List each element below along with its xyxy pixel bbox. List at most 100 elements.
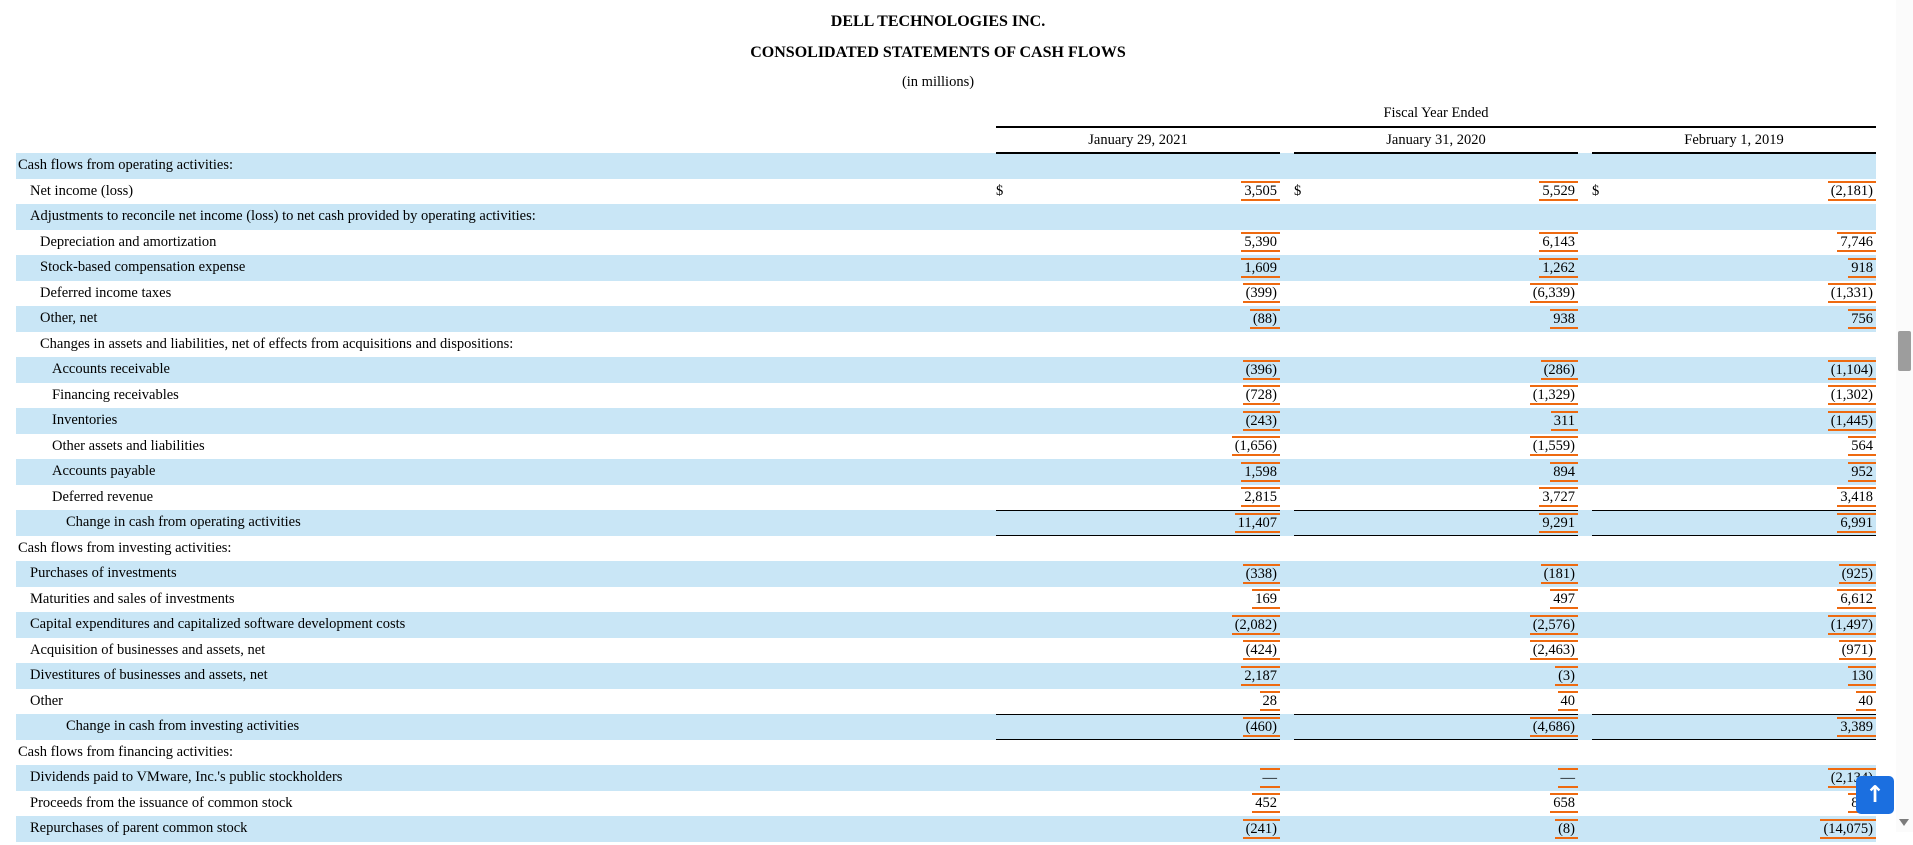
table-row: Cash flows from investing activities:: [16, 536, 1876, 562]
xbrl-fact-value[interactable]: 169: [1252, 589, 1280, 610]
xbrl-fact-value[interactable]: 130: [1848, 665, 1876, 686]
xbrl-fact-value[interactable]: (338): [1242, 563, 1280, 584]
xbrl-fact-value[interactable]: 40: [1557, 690, 1578, 712]
xbrl-fact-value[interactable]: (286): [1540, 359, 1578, 380]
xbrl-fact-value[interactable]: 1,609: [1241, 257, 1280, 278]
xbrl-fact-value[interactable]: —: [1259, 767, 1280, 788]
xbrl-fact-value[interactable]: (241): [1242, 818, 1280, 839]
value-cell: 1,262: [1332, 255, 1578, 281]
xbrl-fact-value[interactable]: 6,991: [1837, 512, 1876, 533]
xbrl-fact-value[interactable]: (4,686): [1529, 716, 1578, 737]
xbrl-fact-value[interactable]: (2,576): [1529, 614, 1578, 635]
column-gap: [1578, 714, 1592, 740]
xbrl-fact-value[interactable]: 5,529: [1539, 181, 1578, 202]
dollar-sign-cell: [1294, 612, 1332, 638]
xbrl-fact-value[interactable]: (2,082): [1231, 614, 1280, 635]
row-label: Acquisition of businesses and assets, ne…: [30, 641, 266, 658]
xbrl-fact-value[interactable]: (1,445): [1827, 410, 1876, 431]
xbrl-fact-value[interactable]: (1,331): [1827, 283, 1876, 304]
back-to-top-button[interactable]: ↑: [1856, 776, 1894, 814]
xbrl-fact-value[interactable]: (1,656): [1231, 436, 1280, 457]
xbrl-fact-value[interactable]: 3,389: [1837, 716, 1876, 737]
xbrl-fact-value[interactable]: (8): [1555, 818, 1578, 839]
value-cell: 1,609: [1034, 255, 1280, 281]
xbrl-fact-value[interactable]: 1,598: [1241, 461, 1280, 482]
xbrl-fact-value[interactable]: 7,746: [1837, 232, 1876, 253]
value-cell: (8): [1332, 816, 1578, 842]
xbrl-fact-value[interactable]: 756: [1848, 308, 1876, 329]
table-row: Stock-based compensation expense 1,609 1,2…: [16, 255, 1876, 281]
fiscal-year-ended-header: Fiscal Year Ended: [996, 101, 1876, 128]
value-cell: (181): [1332, 561, 1578, 587]
xbrl-fact-value[interactable]: (1,104): [1827, 359, 1876, 380]
xbrl-fact-value[interactable]: 918: [1848, 257, 1876, 278]
xbrl-fact-value[interactable]: (1,302): [1827, 385, 1876, 406]
xbrl-fact-value[interactable]: (971): [1838, 640, 1876, 661]
xbrl-fact-value[interactable]: 5,390: [1241, 232, 1280, 253]
xbrl-fact-value[interactable]: 6,143: [1539, 232, 1578, 253]
column-gap: [1578, 153, 1592, 179]
xbrl-fact-value[interactable]: 40: [1855, 690, 1876, 712]
dollar-sign-cell: [996, 816, 1034, 842]
xbrl-fact-value[interactable]: 894: [1550, 461, 1578, 482]
xbrl-fact-value[interactable]: (424): [1242, 640, 1280, 661]
xbrl-fact-value[interactable]: 11,407: [1234, 512, 1280, 533]
xbrl-fact-value[interactable]: (6,339): [1529, 283, 1578, 304]
dollar-sign-cell: [996, 255, 1034, 281]
vertical-scrollbar[interactable]: [1896, 0, 1913, 832]
xbrl-fact-value[interactable]: (2,181): [1827, 181, 1876, 202]
xbrl-fact-value[interactable]: 6,612: [1837, 589, 1876, 610]
xbrl-fact-value[interactable]: (1,497): [1827, 614, 1876, 635]
column-gap: [1578, 638, 1592, 664]
xbrl-fact-value[interactable]: (14,075): [1820, 818, 1876, 839]
xbrl-fact-value[interactable]: 658: [1550, 793, 1578, 814]
xbrl-fact-value[interactable]: (728): [1242, 385, 1280, 406]
xbrl-fact-value[interactable]: 3,505: [1241, 181, 1280, 202]
xbrl-fact-value[interactable]: 28: [1259, 690, 1280, 712]
xbrl-fact-value[interactable]: (1,329): [1529, 385, 1578, 406]
xbrl-fact-value[interactable]: 452: [1252, 793, 1280, 814]
xbrl-fact-value[interactable]: (3): [1555, 665, 1578, 686]
column-gap: [1280, 510, 1294, 536]
xbrl-fact-value[interactable]: 2,187: [1241, 665, 1280, 686]
xbrl-fact-value[interactable]: 1,262: [1539, 257, 1578, 278]
column-gap: [1280, 740, 1294, 766]
xbrl-fact-value[interactable]: (243): [1242, 410, 1280, 431]
table-row: Inventories (243) 311 (1,445): [16, 408, 1876, 434]
units-note: (in millions): [901, 74, 975, 90]
dollar-sign-cell: [996, 509, 1034, 536]
column-gap: [1578, 587, 1592, 613]
xbrl-fact-value[interactable]: 2,815: [1241, 486, 1280, 508]
value-cell: (3): [1332, 663, 1578, 689]
xbrl-fact-value[interactable]: 3,418: [1837, 486, 1876, 508]
xbrl-fact-value[interactable]: 311: [1550, 410, 1578, 431]
table-row: Accounts receivable (396) (286) (1,104): [16, 357, 1876, 383]
dollar-sign-cell: [1294, 689, 1332, 715]
xbrl-fact-value[interactable]: (181): [1540, 563, 1578, 584]
table-row: Changes in assets and liabilities, net o…: [16, 332, 1876, 358]
xbrl-fact-value[interactable]: (925): [1838, 563, 1876, 584]
xbrl-fact-value[interactable]: 9,291: [1539, 512, 1578, 533]
xbrl-fact-value[interactable]: 952: [1848, 461, 1876, 482]
xbrl-fact-value[interactable]: (396): [1242, 359, 1280, 380]
xbrl-fact-value[interactable]: —: [1557, 767, 1578, 788]
xbrl-fact-value[interactable]: (1,559): [1529, 436, 1578, 457]
xbrl-fact-value[interactable]: 3,727: [1539, 486, 1578, 508]
column-gap: [1578, 510, 1592, 536]
dollar-sign-cell: [1294, 434, 1332, 460]
scrollbar-thumb[interactable]: [1898, 331, 1911, 371]
xbrl-fact-value[interactable]: 938: [1550, 308, 1578, 329]
scrollbar-down-arrow-icon[interactable]: [1899, 819, 1909, 826]
xbrl-fact-value[interactable]: (460): [1242, 716, 1280, 737]
xbrl-fact-value[interactable]: 564: [1848, 436, 1876, 457]
value-cell: (460): [1034, 713, 1280, 740]
row-label: Financing receivables: [52, 386, 179, 403]
value-cell: 1,598: [1034, 459, 1280, 485]
column-gap: [1280, 306, 1294, 332]
cash-flow-table: Fiscal Year Ended January 29, 2021 Janua…: [16, 101, 1876, 842]
xbrl-fact-value[interactable]: 497: [1550, 589, 1578, 610]
xbrl-fact-value[interactable]: (399): [1242, 283, 1280, 304]
dollar-sign-cell: [996, 204, 1034, 230]
xbrl-fact-value[interactable]: (2,463): [1529, 640, 1578, 661]
xbrl-fact-value[interactable]: (88): [1249, 308, 1280, 329]
